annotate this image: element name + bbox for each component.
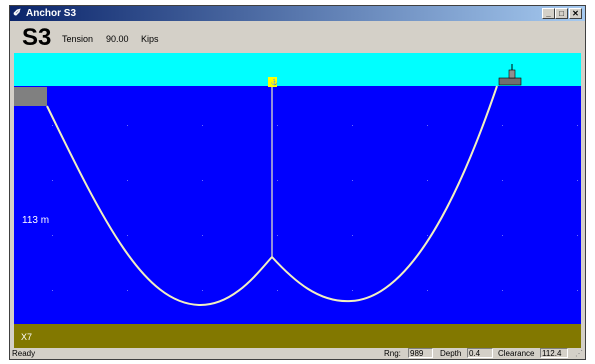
depth-label-status: Depth [440,349,462,358]
mooring-cable-left [46,105,273,307]
grid-dot [352,290,353,291]
grid-dot [352,125,353,126]
buoy [268,77,277,87]
grid-dot [52,290,53,291]
grid-dot [352,180,353,181]
grid-dot [277,180,278,181]
anchor-id: S3 [22,24,52,51]
clearance-value: 112.4 [540,348,568,358]
grid-dot [52,235,53,236]
grid-dot [202,235,203,236]
grid-dot [277,290,278,291]
grid-dot [127,180,128,181]
depth-label: 113 m [22,215,49,226]
grid-dot [127,290,128,291]
vessel-icon[interactable] [498,64,522,86]
grid-dot [127,125,128,126]
minimize-icon: _ [546,9,551,18]
window-title: Anchor S3 [26,8,77,19]
grid-dot [427,235,428,236]
depth-value: 0.4 [467,348,493,358]
app-icon: ✐ [13,8,22,19]
status-bar: Ready Rng: 989 Depth 0.4 Clearance 112.4… [10,348,585,359]
buoy-marker-icon: ⚓ [271,78,278,86]
grid-dot [502,235,503,236]
tension-value: 90.00 [106,34,129,44]
tension-unit: Kips [141,34,159,44]
grid-dot [277,235,278,236]
title-bar[interactable]: ✐ Anchor S3 _ □ ✕ [10,6,585,21]
seabed-label: X7 [21,332,32,342]
range-label: Rng: [384,349,401,358]
grid-dot [427,125,428,126]
mooring-cable-right [271,85,498,303]
grid-dot [577,290,578,291]
maximize-icon: □ [559,9,564,18]
grid-dot [577,235,578,236]
grid-dot [502,180,503,181]
grid-dot [52,125,53,126]
water-column [14,86,581,324]
grid-dot [202,180,203,181]
close-button[interactable]: ✕ [569,8,582,19]
range-value: 989 [408,348,433,358]
grid-dot [202,290,203,291]
anchor-block [14,87,47,106]
grid-dot [127,235,128,236]
app-window: ✐ Anchor S3 _ □ ✕ S3 Tension 90.00 Kips … [9,5,586,360]
mooring-view[interactable]: ⚓ 113 m X7 [14,53,581,348]
grid-dot [52,180,53,181]
minimize-button[interactable]: _ [542,8,555,19]
grid-dot [277,125,278,126]
grid-dot [427,290,428,291]
grid-dot [427,180,428,181]
mooring-canvas[interactable]: ⚓ 113 m X7 [14,53,581,348]
header-panel: S3 Tension 90.00 Kips [10,22,585,54]
grid-dot [202,125,203,126]
resize-grip-icon[interactable]: ⋰ [575,349,583,358]
grid-dot [352,235,353,236]
grid-dot [577,125,578,126]
grid-dots [52,125,578,291]
maximize-button[interactable]: □ [555,8,568,19]
status-ready: Ready [12,349,36,358]
seabed [14,324,581,348]
clearance-label: Clearance [498,349,535,358]
grid-dot [502,125,503,126]
grid-dot [502,290,503,291]
sea-surface [14,53,581,86]
grid-dot [577,180,578,181]
tension-label: Tension [62,34,94,44]
close-icon: ✕ [572,9,579,18]
